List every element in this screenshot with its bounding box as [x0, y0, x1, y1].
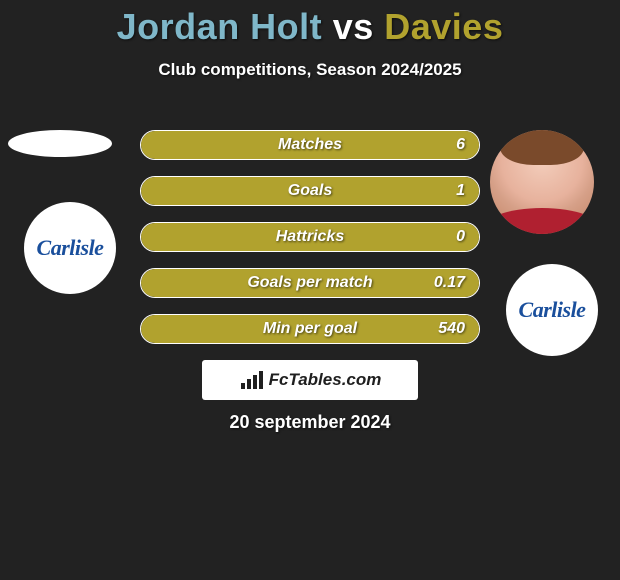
title-player2: Davies: [384, 6, 503, 47]
stat-label: Matches: [141, 131, 479, 159]
stat-value: 0.17: [434, 269, 465, 297]
stat-bar: Hattricks0: [140, 222, 480, 252]
stat-bar: Goals per match0.17: [140, 268, 480, 298]
stat-value: 6: [456, 131, 465, 159]
brand-text: FcTables.com: [269, 370, 382, 390]
stat-bar: Goals1: [140, 176, 480, 206]
page-title: Jordan Holt vs Davies: [0, 6, 620, 48]
stat-value: 1: [456, 177, 465, 205]
player2-club-badge: Carlisle: [506, 264, 598, 356]
subtitle: Club competitions, Season 2024/2025: [0, 60, 620, 80]
player1-club-badge: Carlisle: [24, 202, 116, 294]
stat-value: 540: [438, 315, 465, 343]
bar-chart-icon: [239, 369, 265, 391]
stat-label: Goals: [141, 177, 479, 205]
brand-card[interactable]: FcTables.com: [202, 360, 418, 400]
stat-bar: Min per goal540: [140, 314, 480, 344]
stat-label: Min per goal: [141, 315, 479, 343]
title-vs: vs: [333, 6, 374, 47]
stat-label: Goals per match: [141, 269, 479, 297]
title-player1: Jordan Holt: [117, 6, 323, 47]
player2-club-name: Carlisle: [519, 297, 586, 323]
player2-avatar: [490, 130, 594, 234]
stats-list: Matches6Goals1Hattricks0Goals per match0…: [140, 130, 480, 360]
stat-bar: Matches6: [140, 130, 480, 160]
player1-avatar: [8, 130, 112, 157]
player1-club-name: Carlisle: [37, 235, 104, 261]
date-text: 20 september 2024: [0, 412, 620, 433]
stat-label: Hattricks: [141, 223, 479, 251]
stat-value: 0: [456, 223, 465, 251]
